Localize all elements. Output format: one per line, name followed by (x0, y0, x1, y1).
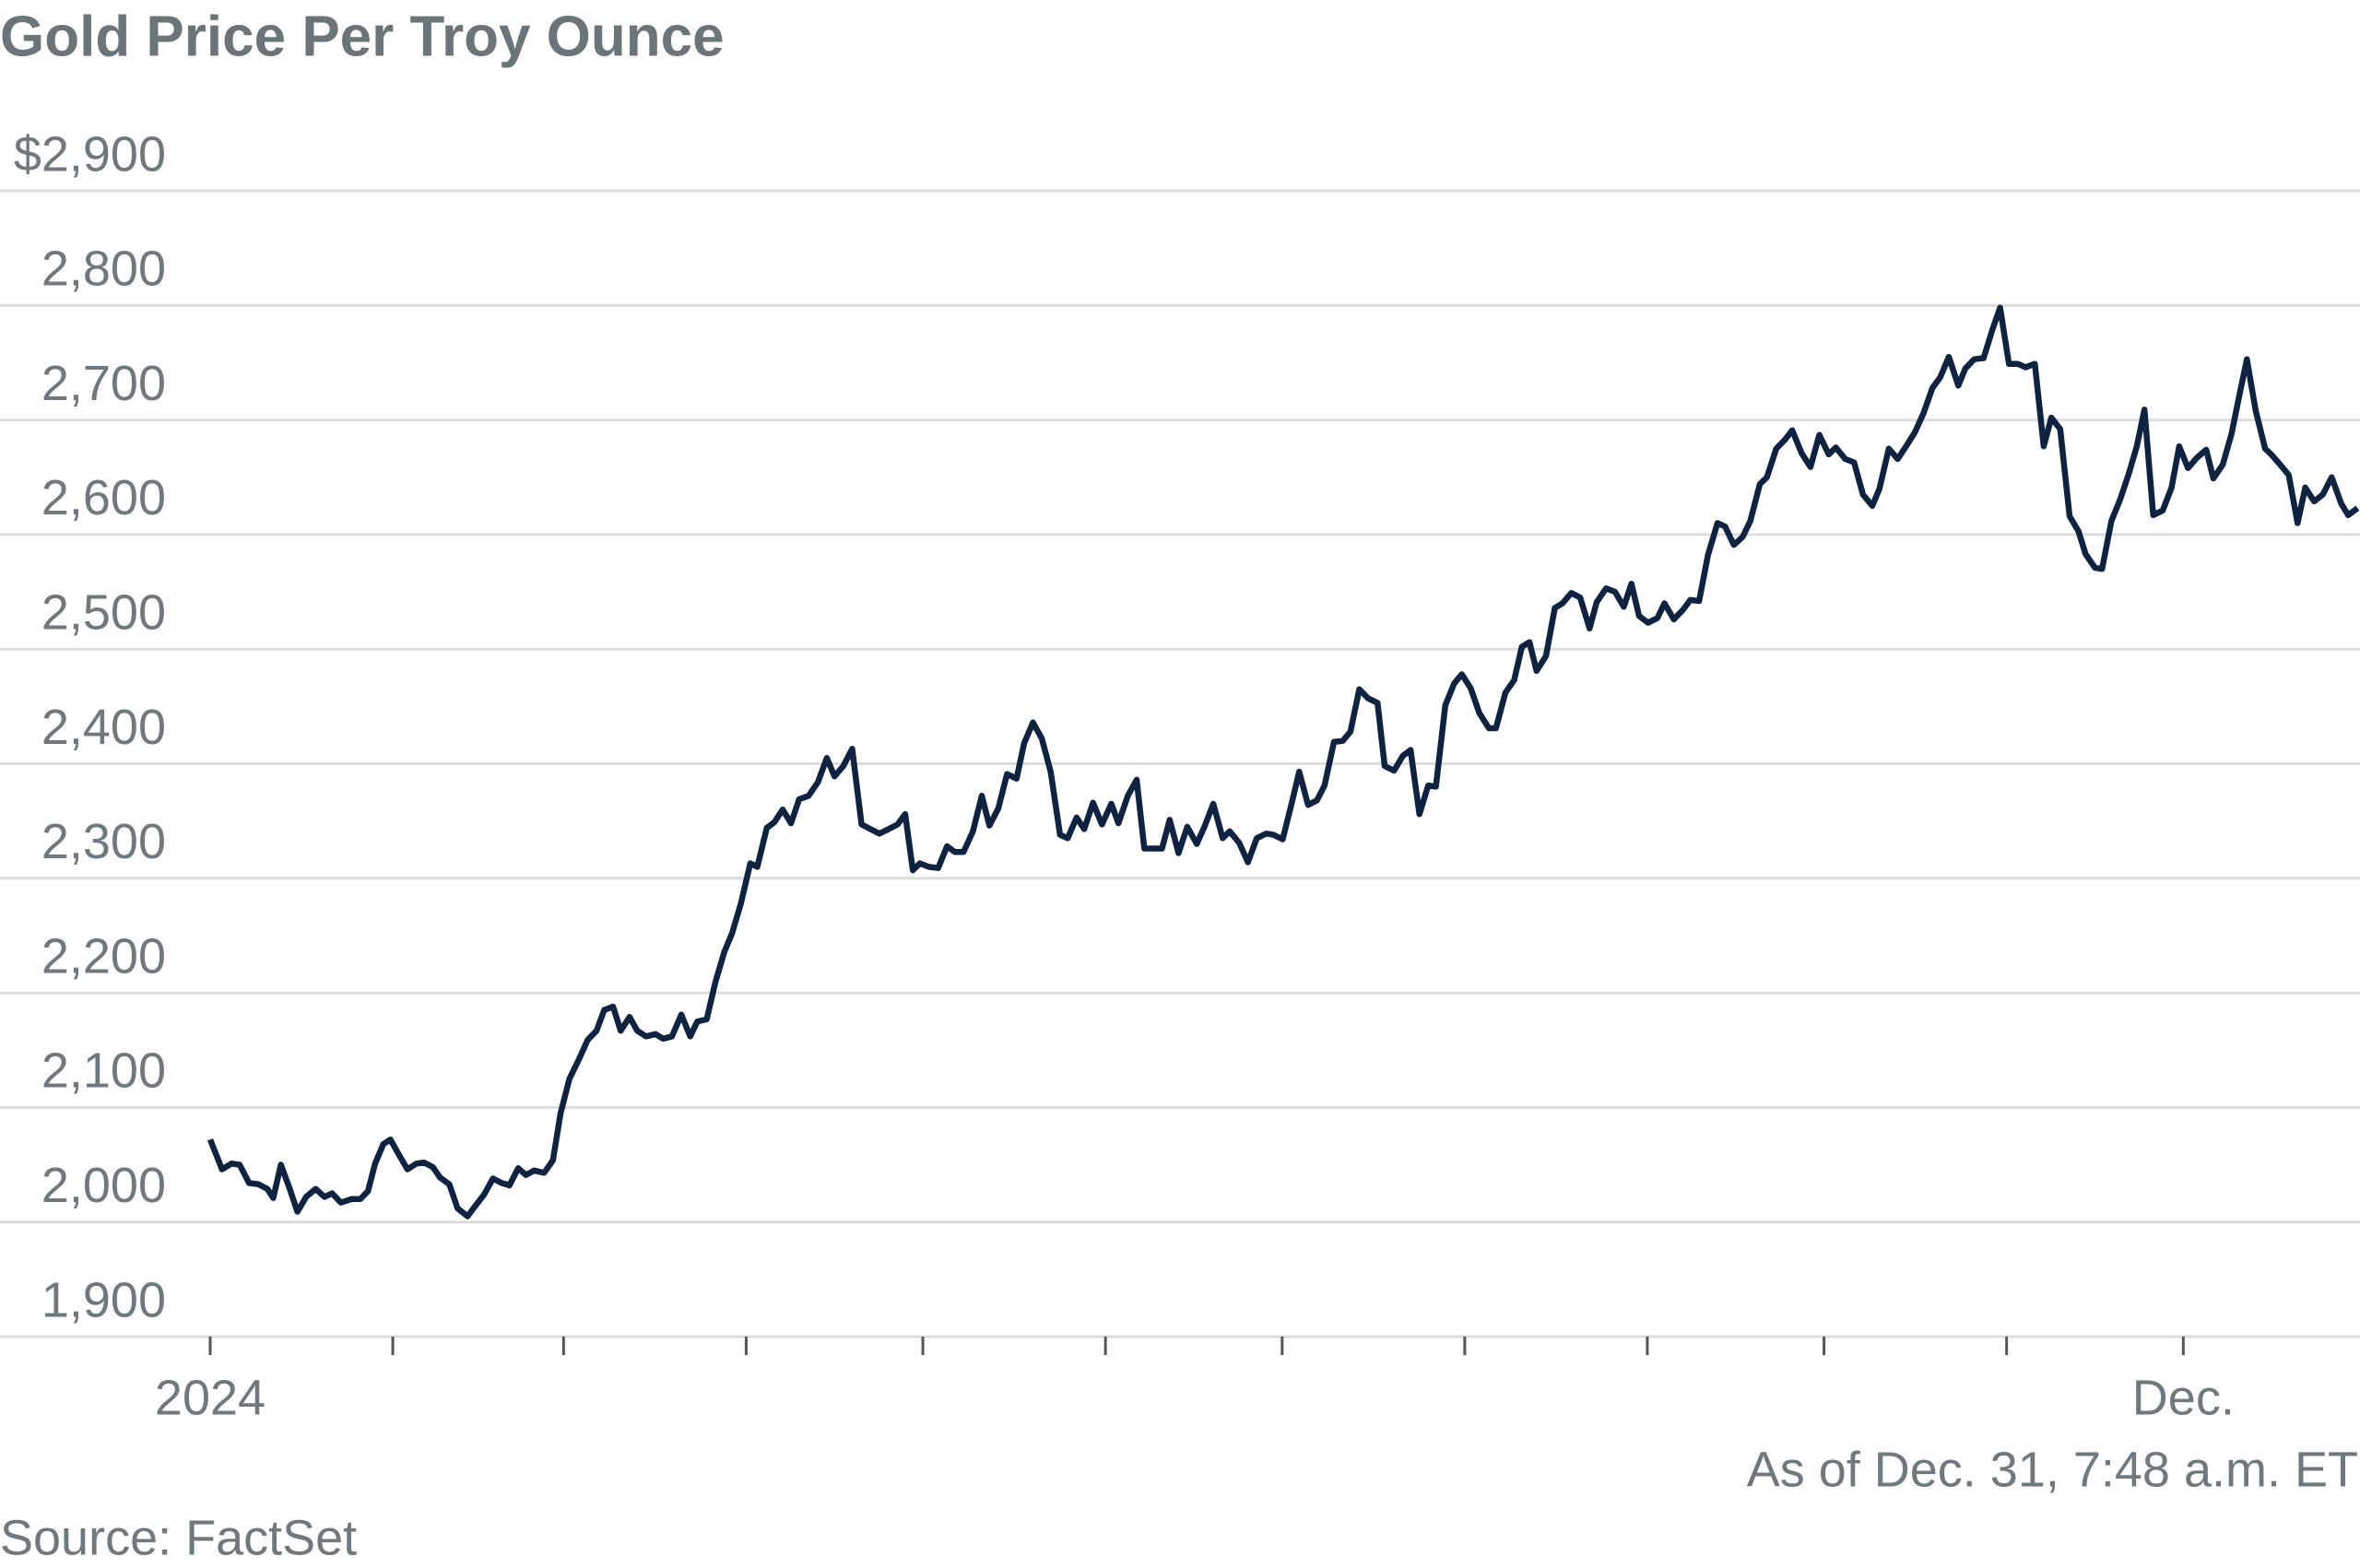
source: Source: FactSet (0, 1510, 357, 1565)
price-line (206, 304, 2360, 1220)
y-tick-label: 2,600 (41, 470, 166, 525)
annotation: As of Dec. 31, 7:48 a.m. ET (1747, 1442, 2358, 1497)
y-tick-label: 2,200 (41, 928, 166, 984)
y-tick-label: 2,500 (41, 584, 166, 640)
y-tick-label: 2,300 (41, 814, 166, 869)
y-tick-label: $2,900 (14, 126, 166, 182)
x-tick-label: Dec. (2132, 1370, 2235, 1425)
y-tick-label: 2,100 (41, 1043, 166, 1099)
x-tick-label: 2024 (155, 1370, 266, 1425)
y-tick-label: 1,900 (41, 1272, 166, 1327)
y-tick-label: 2,800 (41, 242, 166, 297)
y-tick-label: 2,700 (41, 356, 166, 411)
y-tick-label: 2,000 (41, 1158, 166, 1213)
y-tick-label: 2,400 (41, 700, 166, 755)
chart-title: Gold Price Per Troy Ounce (0, 5, 725, 68)
